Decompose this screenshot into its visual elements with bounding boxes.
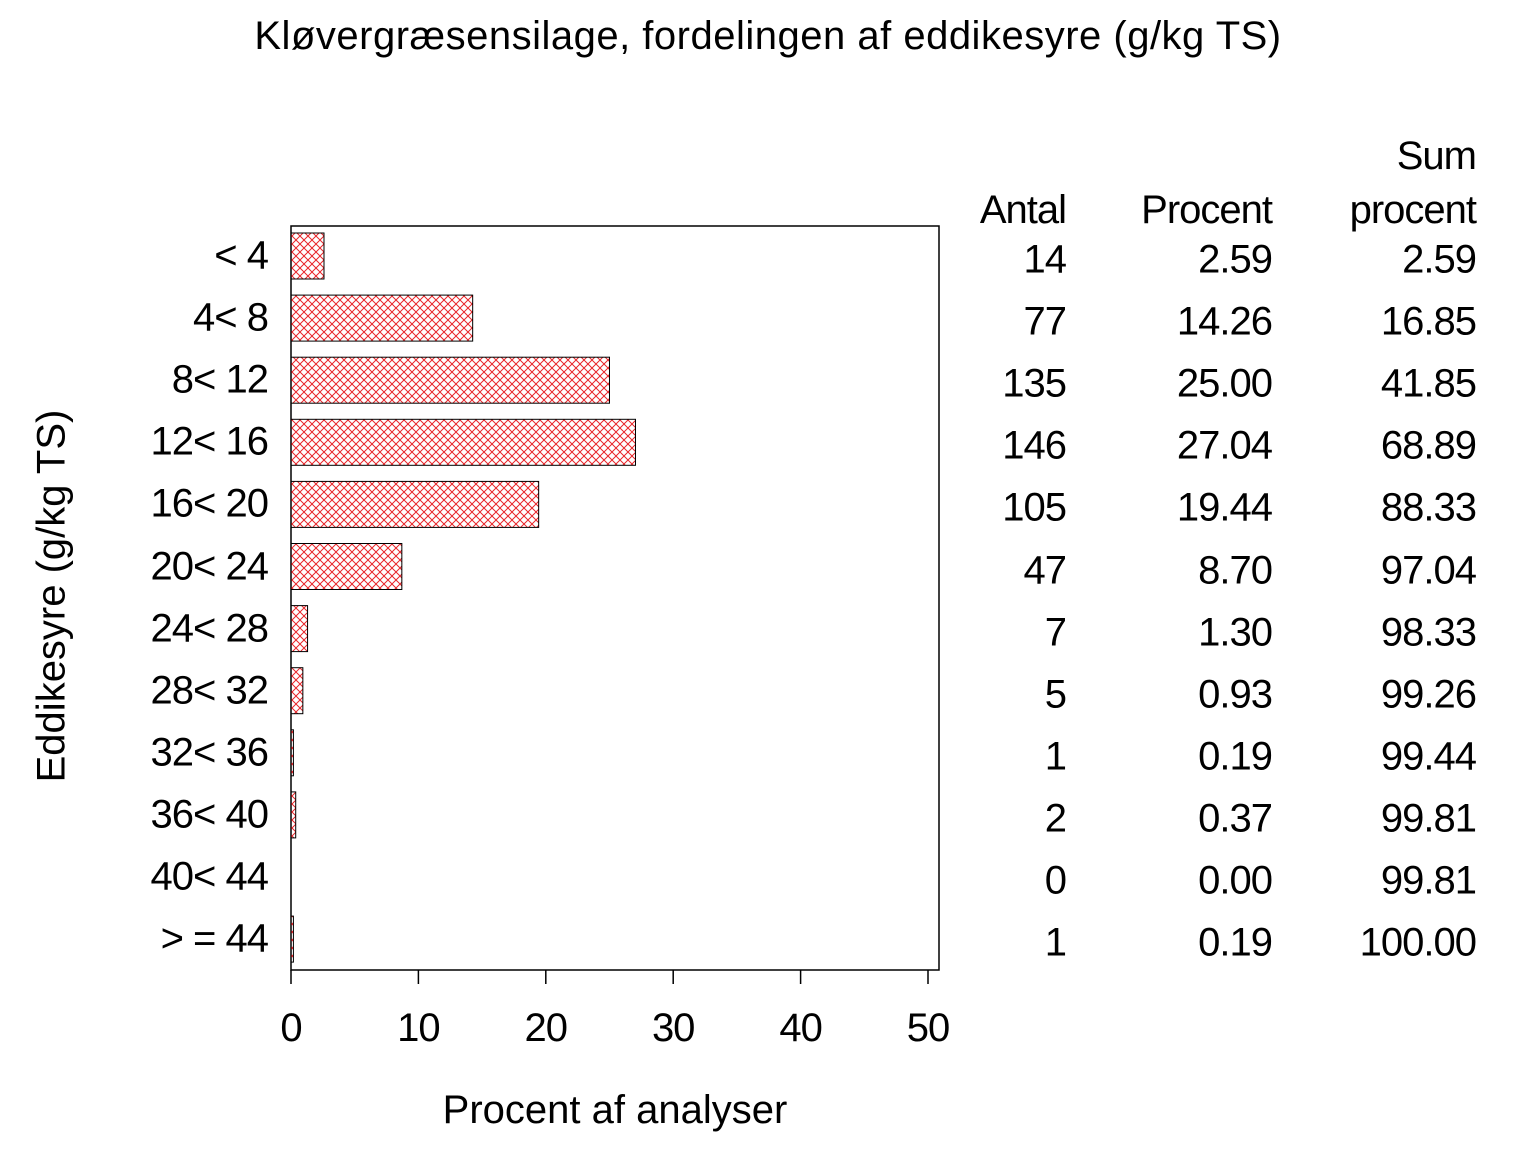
category-label: 32< 36	[150, 730, 269, 775]
x-tick-label: 10	[397, 1006, 440, 1050]
bar	[290, 543, 403, 590]
table-cell-procent: 1.30	[1198, 610, 1273, 655]
table-cell-antal: 1	[1044, 734, 1067, 779]
x-axis-label: Procent af analyser	[442, 1088, 788, 1132]
category-label: 40< 44	[150, 854, 269, 899]
table-cell-sum: 68.89	[1380, 423, 1477, 468]
table-header-procent: Procent	[1141, 188, 1273, 232]
category-label: 36< 40	[150, 792, 269, 837]
bar	[290, 356, 610, 404]
x-tick-label: 50	[906, 1006, 950, 1050]
table-cell-sum: 99.81	[1380, 858, 1477, 903]
category-label: > = 44	[160, 916, 269, 961]
plot-frame	[290, 225, 940, 971]
table-cell-sum: 99.81	[1380, 796, 1477, 841]
table-cell-antal: 77	[1023, 299, 1067, 344]
table-cell-procent: 0.19	[1198, 920, 1273, 965]
table-cell-procent: 27.04	[1176, 423, 1273, 468]
bar	[290, 294, 474, 342]
x-tick-label: 0	[280, 1006, 302, 1050]
category-label: 20< 24	[150, 544, 269, 588]
table-cell-antal: 135	[1002, 361, 1067, 406]
bar	[290, 232, 325, 280]
x-tick-label: 20	[524, 1006, 568, 1050]
y-axis-label: Eddikesyre (g/kg TS)	[29, 409, 74, 783]
table-cell-sum: 99.26	[1380, 672, 1477, 717]
table-cell-procent: 14.26	[1176, 299, 1273, 344]
table-cell-antal: 0	[1044, 858, 1067, 903]
bar	[290, 480, 540, 528]
category-label: 12< 16	[150, 419, 269, 464]
table-cell-procent: 8.70	[1198, 548, 1273, 592]
category-label: 16< 20	[150, 481, 269, 526]
table-cell-procent: 0.00	[1198, 858, 1273, 903]
table-cell-antal: 105	[1002, 485, 1067, 530]
table-cell-sum: 97.04	[1380, 548, 1477, 592]
chart-title: Kløvergræsensilage, fordelingen af eddik…	[254, 14, 1282, 58]
table-cell-antal: 47	[1023, 548, 1067, 592]
bar	[290, 667, 304, 715]
table-cell-antal: 146	[1002, 423, 1067, 468]
category-label: 4< 8	[193, 295, 269, 340]
table-cell-procent: 0.19	[1198, 734, 1273, 779]
table-cell-sum: 88.33	[1380, 485, 1477, 530]
table-cell-sum: 100.00	[1359, 920, 1477, 965]
bar	[290, 605, 309, 653]
table-header-sum-procent: procent	[1349, 188, 1477, 232]
table-cell-procent: 19.44	[1176, 485, 1273, 530]
bar	[290, 729, 294, 777]
table-cell-sum: 41.85	[1380, 361, 1477, 406]
table-cell-antal: 14	[1023, 237, 1067, 282]
category-label: 24< 28	[150, 606, 269, 651]
bar	[290, 418, 636, 466]
table-cell-sum: 98.33	[1380, 610, 1477, 655]
x-tick-label: 30	[651, 1006, 695, 1050]
bar	[290, 915, 294, 963]
table-cell-antal: 2	[1044, 796, 1067, 841]
x-tick-label: 40	[779, 1006, 822, 1050]
bar	[290, 791, 297, 839]
table-header-sum: Sum	[1396, 134, 1477, 178]
category-label: 8< 12	[171, 357, 269, 402]
category-label: 28< 32	[150, 668, 269, 713]
table-cell-antal: 1	[1044, 920, 1067, 965]
table-cell-antal: 5	[1044, 672, 1067, 717]
table-header-antal: Antal	[979, 188, 1067, 232]
table-cell-antal: 7	[1044, 610, 1067, 655]
table-cell-procent: 0.37	[1198, 796, 1273, 841]
table-cell-sum: 2.59	[1402, 237, 1477, 282]
table-cell-sum: 99.44	[1380, 734, 1477, 779]
table-cell-procent: 0.93	[1198, 672, 1273, 717]
table-cell-sum: 16.85	[1380, 299, 1477, 344]
table-cell-procent: 25.00	[1176, 361, 1273, 406]
category-label: < 4	[214, 233, 269, 278]
table-cell-procent: 2.59	[1198, 237, 1273, 282]
